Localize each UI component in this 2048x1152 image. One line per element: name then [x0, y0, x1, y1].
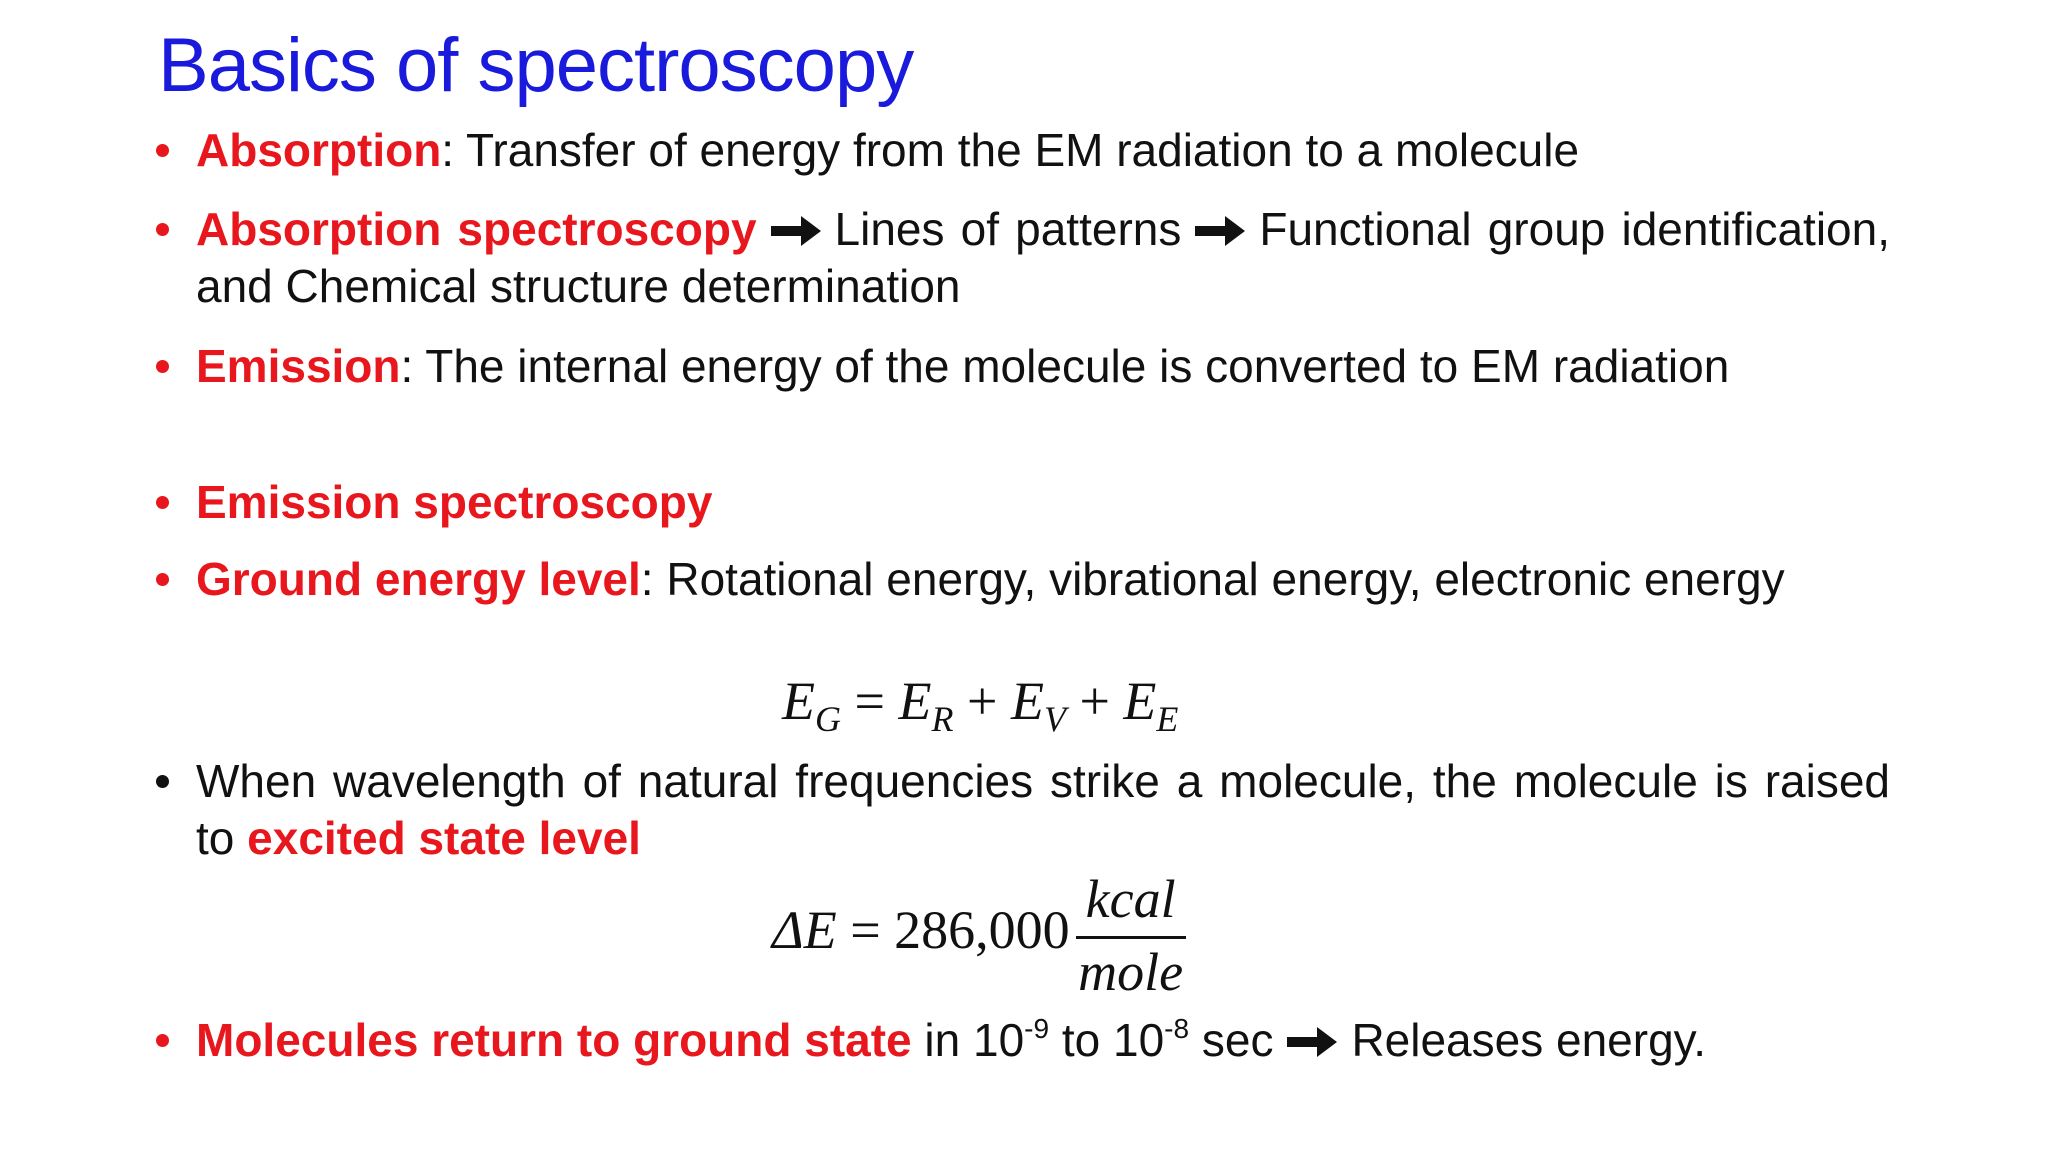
equation: EG = ER + EV + EE: [782, 670, 1178, 740]
text: Functional group identification, and Che…: [196, 203, 1890, 312]
operator: +: [966, 671, 998, 731]
text: Lines of patterns: [834, 203, 1182, 255]
term: Ground energy level: [196, 553, 641, 605]
bullet: Absorption spectroscopy Lines of patterns…: [156, 201, 1890, 315]
subscript: R: [931, 699, 954, 739]
text: When wavelength of natural frequencies s…: [196, 755, 1890, 864]
term: excited state level: [247, 812, 641, 864]
term: Molecules return to ground state: [196, 1014, 912, 1066]
bullet: Molecules return to ground state in 10-9…: [156, 1012, 1890, 1069]
symbol: E: [1123, 671, 1157, 731]
bullet: Emission: The internal energy of the mol…: [156, 338, 1890, 395]
subscript: V: [1043, 699, 1066, 739]
symbol: E: [898, 671, 932, 731]
arrow-icon: [1195, 216, 1246, 246]
symbol: E: [782, 671, 815, 731]
text: sec: [1189, 1014, 1274, 1066]
equation: ΔE = 286,000 kcal mole: [772, 868, 1186, 1003]
bullet: Ground energy level: Rotational energy, …: [156, 551, 1890, 608]
text: : The internal energy of the molecule is…: [400, 340, 1730, 392]
operator: =: [854, 671, 885, 731]
symbol: E: [1010, 671, 1044, 731]
bullet: Absorption: Transfer of energy from the …: [156, 122, 1890, 179]
fraction: kcal mole: [1075, 868, 1186, 1003]
term: Absorption: [196, 124, 442, 176]
exponent: -9: [1024, 1013, 1050, 1044]
subscript: G: [815, 699, 841, 739]
subscript: E: [1156, 699, 1179, 739]
term: Emission spectroscopy: [196, 476, 713, 528]
text: to 10: [1049, 1014, 1165, 1066]
exponent: -8: [1164, 1013, 1190, 1044]
text: in 10: [924, 1014, 1025, 1066]
text: : Transfer of energy from the EM radiati…: [441, 124, 1580, 176]
bullet: Emission spectroscopy: [156, 474, 1890, 531]
text: : Rotational energy, vibrational energy,…: [640, 553, 1785, 605]
term: Absorption spectroscopy: [196, 203, 757, 255]
symbol: ΔE: [772, 899, 837, 960]
number: 286,000: [894, 899, 1070, 960]
operator: =: [850, 899, 881, 960]
slide-title: Basics of spectroscopy: [158, 23, 914, 108]
arrow-icon: [770, 216, 821, 246]
bullet: When wavelength of natural frequencies s…: [156, 753, 1890, 867]
denominator: mole: [1078, 942, 1184, 1002]
arrow-icon: [1287, 1027, 1338, 1057]
text: Releases energy.: [1351, 1014, 1707, 1066]
operator: +: [1079, 671, 1110, 731]
term: Emission: [196, 340, 401, 392]
numerator: kcal: [1075, 868, 1186, 939]
